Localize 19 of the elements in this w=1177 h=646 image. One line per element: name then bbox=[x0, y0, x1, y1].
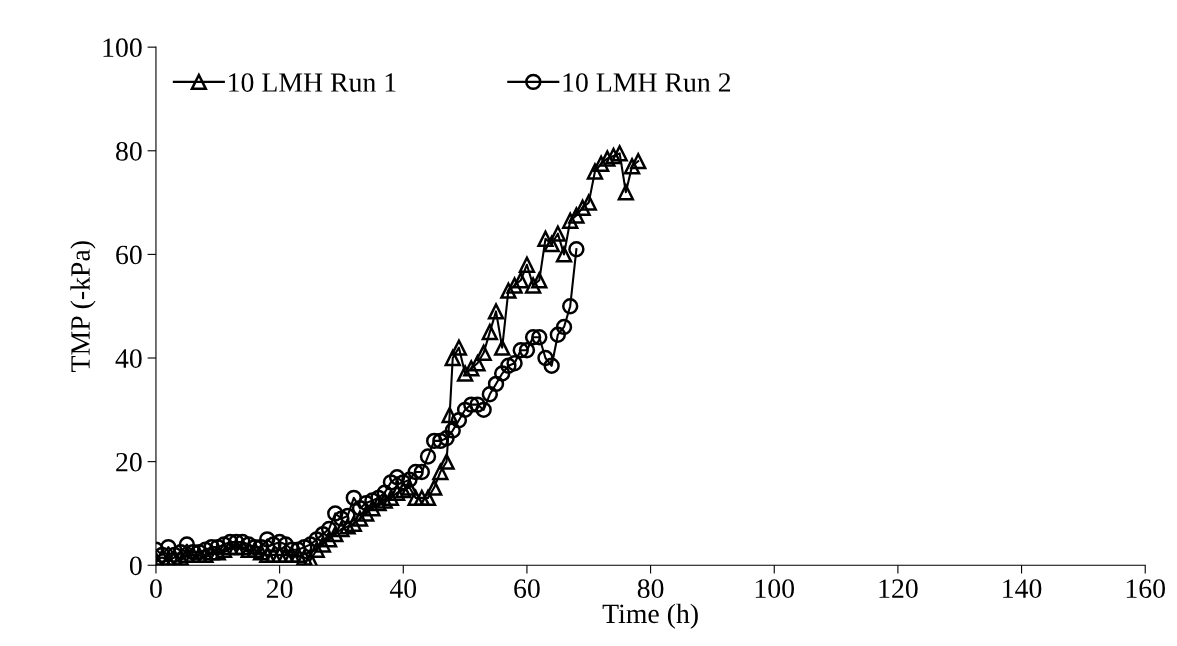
y-tick-label: 100 bbox=[103, 38, 142, 58]
x-tick-label: 40 bbox=[389, 579, 417, 598]
legend-label: 10 LMH Run 1 bbox=[229, 73, 396, 92]
y-tick-label: 20 bbox=[116, 452, 142, 472]
x-tick-label: 20 bbox=[266, 579, 293, 598]
y-tick-label: 0 bbox=[129, 556, 142, 576]
x-tick-label: 120 bbox=[879, 579, 918, 598]
x-tick-label: 160 bbox=[1126, 579, 1165, 598]
x-tick-label: 0 bbox=[150, 579, 162, 598]
x-tick-label: 140 bbox=[1003, 579, 1042, 598]
y-axis-title: TMP (-kPa) bbox=[70, 241, 96, 372]
legend-label: 10 LMH Run 2 bbox=[563, 73, 731, 92]
y-tick-label: 60 bbox=[116, 245, 142, 265]
x-tick-label: 60 bbox=[514, 579, 540, 598]
x-tick-label: 100 bbox=[755, 579, 795, 598]
y-tick-label: 80 bbox=[116, 141, 142, 161]
x-axis-title: Time (h) bbox=[602, 603, 698, 629]
y-tick-label: 40 bbox=[115, 349, 142, 368]
x-tick-label: 80 bbox=[637, 579, 664, 598]
